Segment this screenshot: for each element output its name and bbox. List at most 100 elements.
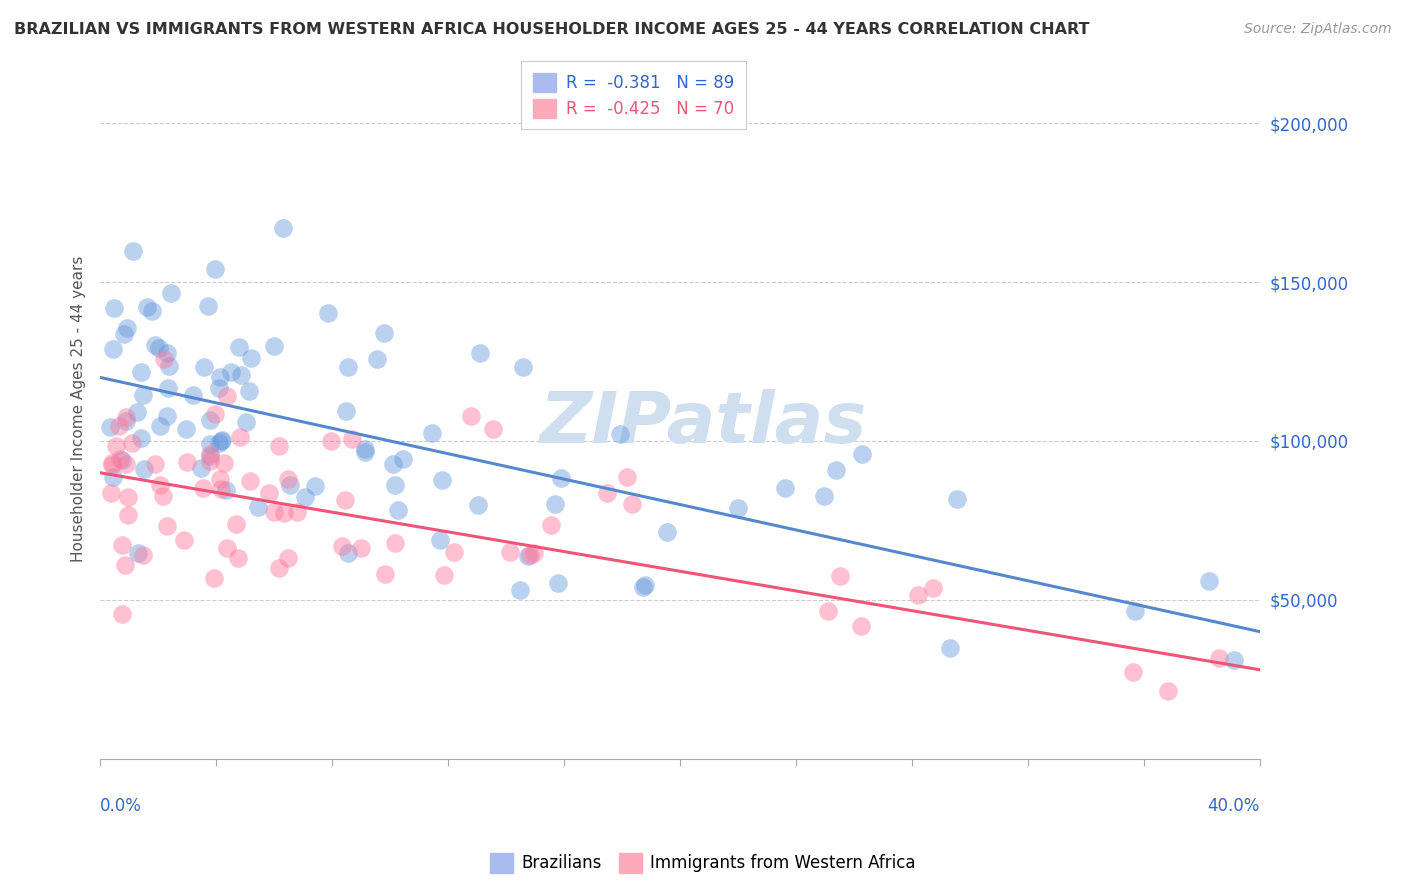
Point — [157, 381, 180, 395]
Point — [263, 339, 285, 353]
Point — [235, 415, 257, 429]
Point — [430, 473, 453, 487]
Point — [209, 370, 232, 384]
Point — [294, 490, 316, 504]
Point — [100, 485, 122, 500]
Point — [273, 507, 295, 521]
Point — [125, 405, 148, 419]
Point — [277, 472, 299, 486]
Point — [108, 418, 131, 433]
Point — [129, 365, 152, 379]
Point — [337, 546, 360, 560]
Point — [1122, 665, 1144, 680]
Point — [336, 359, 359, 374]
Point — [273, 220, 295, 235]
Point — [433, 568, 456, 582]
Y-axis label: Householder Income Ages 25 - 44 years: Householder Income Ages 25 - 44 years — [72, 256, 86, 562]
Point — [225, 517, 247, 532]
Text: 0.0%: 0.0% — [100, 797, 142, 815]
Point — [333, 492, 356, 507]
Point — [204, 262, 226, 277]
Point — [202, 571, 225, 585]
Point — [214, 456, 236, 470]
Legend: R =  -0.381   N = 89, R =  -0.425   N = 70: R = -0.381 N = 89, R = -0.425 N = 70 — [522, 61, 747, 129]
Point — [460, 409, 482, 423]
Point — [366, 351, 388, 366]
Point — [207, 381, 229, 395]
Text: Source: ZipAtlas.com: Source: ZipAtlas.com — [1244, 22, 1392, 37]
Point — [156, 519, 179, 533]
Point — [160, 285, 183, 300]
Point — [374, 566, 396, 581]
Point — [229, 368, 252, 382]
Text: BRAZILIAN VS IMMIGRANTS FROM WESTERN AFRICA HOUSEHOLDER INCOME AGES 25 - 44 YEAR: BRAZILIAN VS IMMIGRANTS FROM WESTERN AFR… — [14, 22, 1090, 37]
Point — [103, 301, 125, 315]
Point — [773, 482, 796, 496]
Point — [817, 604, 839, 618]
Point — [633, 580, 655, 594]
Point — [392, 451, 415, 466]
Point — [420, 426, 443, 441]
Point — [115, 320, 138, 334]
Point — [132, 462, 155, 476]
Point — [609, 427, 631, 442]
Point — [384, 478, 406, 492]
Point — [110, 537, 132, 551]
Point — [176, 455, 198, 469]
Point — [499, 544, 522, 558]
Point — [509, 583, 531, 598]
Point — [269, 561, 291, 575]
Point — [350, 541, 373, 556]
Point — [228, 341, 250, 355]
Point — [141, 304, 163, 318]
Point — [111, 452, 134, 467]
Point — [1208, 651, 1230, 665]
Point — [226, 550, 249, 565]
Point — [269, 439, 291, 453]
Point — [849, 619, 872, 633]
Point — [208, 472, 231, 486]
Point — [217, 389, 239, 403]
Point — [263, 505, 285, 519]
Point — [156, 409, 179, 424]
Point — [657, 525, 679, 540]
Point — [114, 558, 136, 573]
Point — [143, 338, 166, 352]
Point — [198, 447, 221, 461]
Point — [148, 341, 170, 355]
Point — [114, 409, 136, 424]
Point — [104, 439, 127, 453]
Point — [159, 359, 181, 373]
Point — [173, 533, 195, 547]
Point — [340, 432, 363, 446]
Point — [115, 414, 138, 428]
Point — [354, 445, 377, 459]
Point — [1157, 683, 1180, 698]
Point — [330, 539, 353, 553]
Point — [246, 500, 269, 515]
Point — [208, 436, 231, 450]
Point — [547, 576, 569, 591]
Point — [727, 500, 749, 515]
Point — [381, 457, 404, 471]
Point — [384, 536, 406, 550]
Point — [1223, 653, 1246, 667]
Point — [238, 384, 260, 398]
Point — [938, 640, 960, 655]
Point — [101, 458, 124, 472]
Point — [149, 419, 172, 434]
Point — [117, 508, 139, 522]
Point — [197, 299, 219, 313]
Point — [946, 491, 969, 506]
Point — [540, 517, 562, 532]
Point — [100, 419, 122, 434]
Point — [153, 352, 176, 367]
Point — [190, 461, 212, 475]
Point — [200, 437, 222, 451]
Point — [211, 434, 233, 448]
Point — [117, 490, 139, 504]
Point — [519, 548, 541, 562]
Point — [152, 489, 174, 503]
Point — [516, 549, 538, 563]
Point — [335, 403, 357, 417]
